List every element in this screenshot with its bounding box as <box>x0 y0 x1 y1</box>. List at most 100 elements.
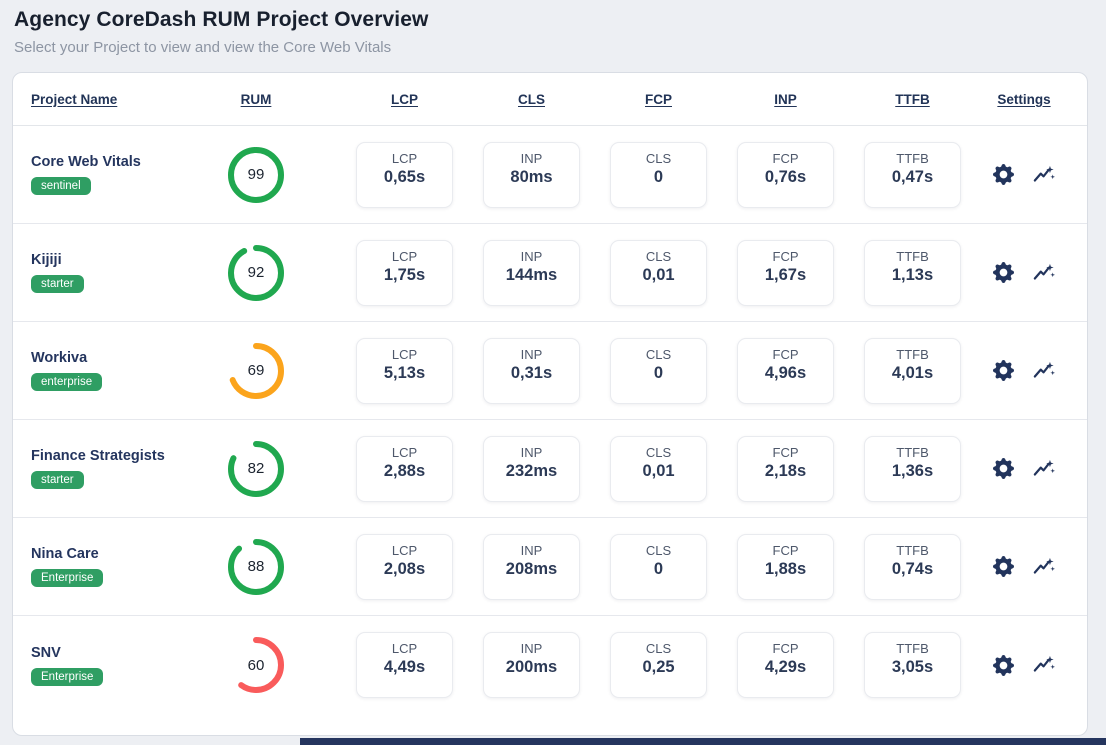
metric-label: FCP <box>772 248 799 264</box>
metric-label: TTFB <box>896 444 929 460</box>
metric-label: CLS <box>645 150 672 166</box>
metric-label: LCP <box>391 150 418 166</box>
metric-value: 0 <box>653 559 664 578</box>
trend-sparkle-icon[interactable] <box>1033 164 1055 186</box>
rum-cell: 88 <box>191 538 321 596</box>
metric-card: CLS 0 <box>610 141 707 208</box>
gear-icon[interactable] <box>993 654 1014 676</box>
column-header-fcp[interactable]: FCP <box>645 91 672 107</box>
metric-card: CLS 0,25 <box>610 632 707 698</box>
metric-card: INP 80ms <box>483 141 580 208</box>
project-name[interactable]: SNV <box>31 644 61 661</box>
column-header-cls[interactable]: CLS <box>518 91 545 107</box>
column-header-settings[interactable]: Settings <box>997 91 1051 107</box>
settings-cell <box>961 360 1087 382</box>
gear-icon[interactable] <box>993 556 1014 577</box>
metric-card: INP 0,31s <box>483 337 580 404</box>
plan-badge: enterprise <box>31 373 103 391</box>
rum-score-gauge: 99 <box>227 146 285 204</box>
metric-card: TTFB 3,05s <box>864 632 961 698</box>
metric-card: CLS 0,01 <box>610 239 707 306</box>
settings-cell <box>961 262 1087 284</box>
settings-cell <box>961 164 1087 186</box>
gauge-ring-icon <box>228 342 284 399</box>
table-row[interactable]: Workiva enterprise 69 LCP 5,13s INP 0,31… <box>13 322 1087 420</box>
column-header-inp[interactable]: INP <box>774 91 797 107</box>
gear-icon[interactable] <box>993 360 1014 381</box>
metric-value: 4,96s <box>764 363 807 382</box>
metric-card: FCP 4,29s <box>737 632 834 698</box>
gear-icon[interactable] <box>993 458 1014 479</box>
metrics-group: LCP 0,65s INP 80ms CLS 0 FCP 0,76s TTFB … <box>321 141 961 208</box>
metric-card: INP 232ms <box>483 435 580 502</box>
metric-label: INP <box>520 248 543 264</box>
gear-icon[interactable] <box>993 262 1014 283</box>
gauge-ring-icon <box>228 244 284 301</box>
metric-value: 0,76s <box>764 167 807 186</box>
project-cell: Workiva enterprise <box>13 350 191 391</box>
rum-score-value: 88 <box>247 558 265 575</box>
metric-card: TTFB 0,74s <box>864 533 961 600</box>
metric-label: FCP <box>772 150 799 166</box>
metric-value: 2,08s <box>383 559 426 578</box>
metric-value: 4,49s <box>383 658 426 676</box>
table-row[interactable]: Finance Strategists starter 82 LCP 2,88s… <box>13 420 1087 518</box>
metric-value: 144ms <box>505 265 558 284</box>
project-name[interactable]: Finance Strategists <box>31 448 165 464</box>
table-row[interactable]: Kijiji starter 92 LCP 1,75s INP 144ms CL… <box>13 224 1087 322</box>
metric-label: INP <box>520 542 543 558</box>
metric-label: CLS <box>645 444 672 460</box>
metric-value: 80ms <box>510 167 553 186</box>
plan-badge: starter <box>31 471 84 489</box>
project-cell: SNV Enterprise <box>13 645 191 686</box>
trend-sparkle-icon[interactable] <box>1033 556 1055 578</box>
column-header-rum[interactable]: RUM <box>240 91 272 107</box>
metric-value: 0,31s <box>510 363 553 382</box>
trend-sparkle-icon[interactable] <box>1033 262 1055 284</box>
column-header-ttfb[interactable]: TTFB <box>895 91 930 107</box>
plan-badge: Enterprise <box>31 569 104 587</box>
rum-score-value: 69 <box>247 362 265 379</box>
project-name[interactable]: Core Web Vitals <box>31 154 141 170</box>
metrics-group: LCP 2,88s INP 232ms CLS 0,01 FCP 2,18s T… <box>321 435 961 502</box>
metric-value: 0,74s <box>891 559 934 578</box>
project-name[interactable]: Workiva <box>31 350 88 366</box>
project-name[interactable]: Nina Care <box>31 546 99 562</box>
gauge-ring-icon <box>228 440 284 497</box>
metric-card: TTFB 1,36s <box>864 435 961 502</box>
metric-value: 4,01s <box>891 363 934 382</box>
metric-label: INP <box>520 444 543 460</box>
trend-sparkle-icon[interactable] <box>1033 458 1055 480</box>
trend-sparkle-icon[interactable] <box>1033 360 1055 382</box>
bottom-scrollbar[interactable] <box>300 738 1106 745</box>
gear-icon[interactable] <box>993 164 1014 185</box>
table-body: Core Web Vitals sentinel 99 LCP 0,65s IN… <box>13 126 1087 714</box>
table-row[interactable]: Core Web Vitals sentinel 99 LCP 0,65s IN… <box>13 126 1087 224</box>
metric-value: 1,75s <box>383 265 426 284</box>
column-header-lcp[interactable]: LCP <box>391 91 418 107</box>
gauge-ring-icon <box>228 146 284 203</box>
metric-card: FCP 0,76s <box>737 141 834 208</box>
table-row[interactable]: SNV Enterprise 60 LCP 4,49s INP 200ms CL… <box>13 616 1087 714</box>
table-row[interactable]: Nina Care Enterprise 88 LCP 2,08s INP 20… <box>13 518 1087 616</box>
plan-badge: starter <box>31 275 84 293</box>
column-header-project-name[interactable]: Project Name <box>31 91 118 107</box>
rum-score-gauge: 60 <box>227 636 285 694</box>
metric-card: INP 208ms <box>483 533 580 600</box>
project-cell: Core Web Vitals sentinel <box>13 154 191 195</box>
metric-label: TTFB <box>896 641 929 656</box>
metric-value: 200ms <box>505 658 558 676</box>
projects-table: Project Name RUM LCP CLS FCP INP TTFB Se… <box>12 72 1088 736</box>
rum-score-value: 60 <box>247 656 265 674</box>
metric-label: CLS <box>645 346 672 362</box>
metric-value: 4,29s <box>764 658 807 676</box>
metric-label: LCP <box>391 444 418 460</box>
metric-value: 0,01 <box>642 265 675 284</box>
metric-label: INP <box>520 346 543 362</box>
gauge-ring-icon <box>228 538 284 595</box>
settings-cell <box>961 556 1087 578</box>
project-name[interactable]: Kijiji <box>31 252 62 268</box>
metric-card: FCP 4,96s <box>737 337 834 404</box>
trend-sparkle-icon[interactable] <box>1033 654 1055 676</box>
rum-score-gauge: 69 <box>227 342 285 400</box>
